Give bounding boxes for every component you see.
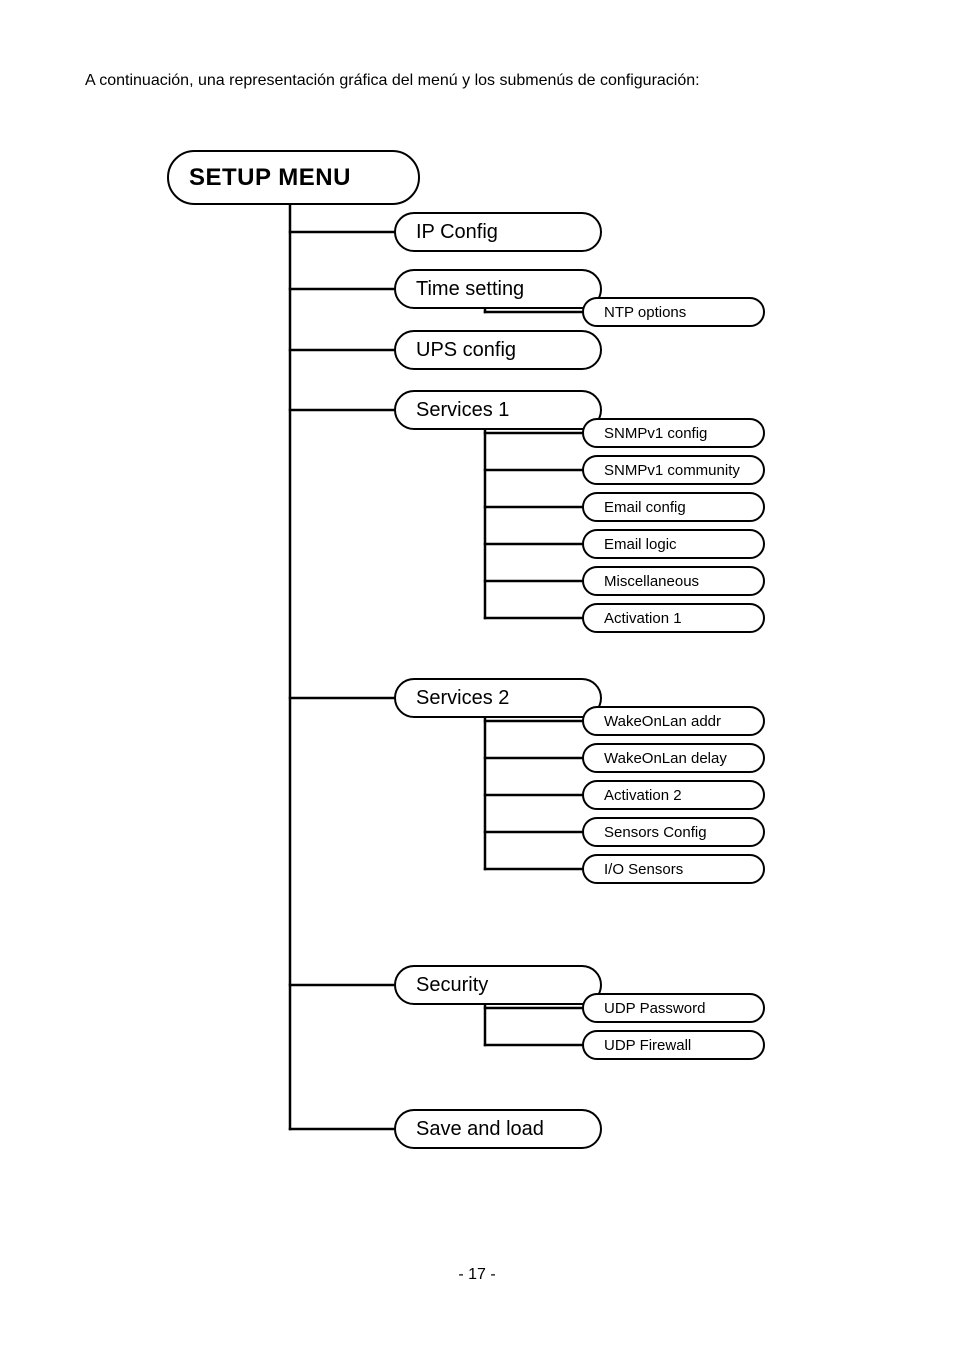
menu-ip-config: IP Config xyxy=(394,212,602,252)
menu-services-1-label: Services 1 xyxy=(416,399,509,422)
setup-menu-root-label: SETUP MENU xyxy=(189,164,351,192)
submenu-snmpv1-config-label: SNMPv1 config xyxy=(604,425,707,442)
submenu-ntp-options-label: NTP options xyxy=(604,304,686,321)
submenu-miscellaneous-label: Miscellaneous xyxy=(604,573,699,590)
menu-save-load: Save and load xyxy=(394,1109,602,1149)
menu-ups-config-label: UPS config xyxy=(416,339,516,362)
submenu-activation-1-label: Activation 1 xyxy=(604,610,682,627)
submenu-udp-firewall-label: UDP Firewall xyxy=(604,1037,691,1054)
menu-security-label: Security xyxy=(416,974,488,997)
menu-ip-config-label: IP Config xyxy=(416,221,498,244)
submenu-snmpv1-community: SNMPv1 community xyxy=(582,455,765,485)
menu-ups-config: UPS config xyxy=(394,330,602,370)
submenu-activation-2: Activation 2 xyxy=(582,780,765,810)
submenu-email-config-label: Email config xyxy=(604,499,686,516)
submenu-miscellaneous: Miscellaneous xyxy=(582,566,765,596)
submenu-email-logic-label: Email logic xyxy=(604,536,677,553)
menu-save-load-label: Save and load xyxy=(416,1118,544,1141)
submenu-io-sensors-label: I/O Sensors xyxy=(604,861,683,878)
menu-time-setting-label: Time setting xyxy=(416,278,524,301)
submenu-sensors-config: Sensors Config xyxy=(582,817,765,847)
page-number: - 17 - xyxy=(0,1266,954,1284)
menu-services-2: Services 2 xyxy=(394,678,602,718)
menu-security: Security xyxy=(394,965,602,1005)
submenu-sensors-config-label: Sensors Config xyxy=(604,824,707,841)
submenu-snmpv1-community-label: SNMPv1 community xyxy=(604,462,740,479)
submenu-ntp-options: NTP options xyxy=(582,297,765,327)
intro-text: A continuación, una representación gráfi… xyxy=(85,72,700,90)
setup-menu-root: SETUP MENU xyxy=(167,150,420,205)
submenu-udp-firewall: UDP Firewall xyxy=(582,1030,765,1060)
submenu-io-sensors: I/O Sensors xyxy=(582,854,765,884)
page: A continuación, una representación gráfi… xyxy=(0,0,954,1350)
menu-services-1: Services 1 xyxy=(394,390,602,430)
submenu-wol-delay: WakeOnLan delay xyxy=(582,743,765,773)
menu-time-setting: Time setting xyxy=(394,269,602,309)
submenu-email-config: Email config xyxy=(582,492,765,522)
submenu-email-logic: Email logic xyxy=(582,529,765,559)
submenu-activation-1: Activation 1 xyxy=(582,603,765,633)
submenu-snmpv1-config: SNMPv1 config xyxy=(582,418,765,448)
submenu-wol-addr: WakeOnLan addr xyxy=(582,706,765,736)
submenu-activation-2-label: Activation 2 xyxy=(604,787,682,804)
submenu-wol-addr-label: WakeOnLan addr xyxy=(604,713,721,730)
submenu-wol-delay-label: WakeOnLan delay xyxy=(604,750,727,767)
submenu-udp-password: UDP Password xyxy=(582,993,765,1023)
menu-services-2-label: Services 2 xyxy=(416,687,509,710)
submenu-udp-password-label: UDP Password xyxy=(604,1000,705,1017)
